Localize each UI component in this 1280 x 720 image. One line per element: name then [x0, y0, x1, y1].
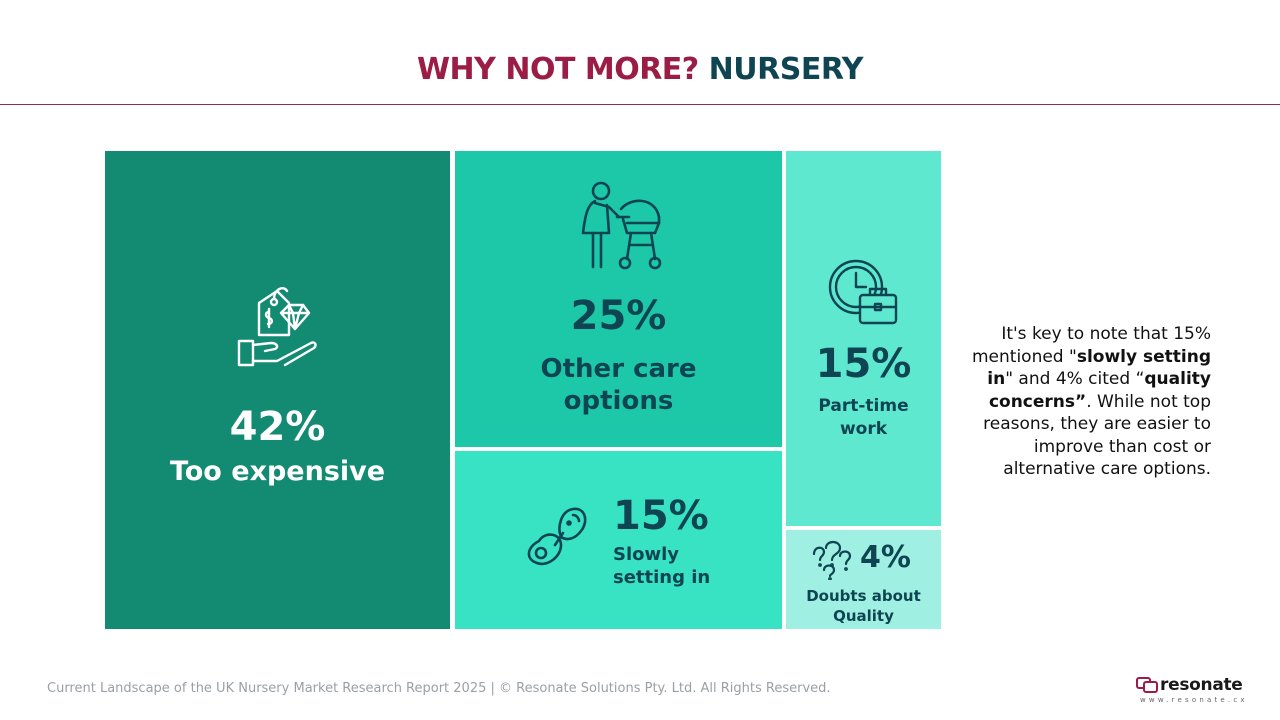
- label-doubts-about-quality: Doubts about Quality: [806, 587, 921, 625]
- value-too-expensive: 42%: [229, 404, 326, 450]
- label-slowly-setting-in: Slowly setting in: [613, 544, 711, 588]
- page-title: WHY NOT MORE? NURSERY: [0, 52, 1280, 87]
- pacifier-icon: [517, 501, 591, 575]
- label-other-care-options: Other care options: [540, 354, 697, 416]
- footer-copyright: Current Landscape of the UK Nursery Mark…: [47, 681, 831, 696]
- value-other-care-options: 25%: [570, 293, 667, 339]
- tile-part-time-work: 15% Part-time work: [786, 151, 941, 526]
- tile-other-care-options: 25% Other care options: [455, 151, 782, 447]
- caregiver-pram-icon: [579, 181, 665, 273]
- tile-doubts-about-quality: 4% Doubts about Quality: [786, 530, 941, 629]
- label-too-expensive: Too expensive: [169, 456, 386, 487]
- question-marks-icon: [810, 540, 854, 580]
- tile-slowly-setting-in: 15% Slowly setting in: [455, 451, 782, 629]
- label-part-time-work: Part-time work: [818, 396, 909, 439]
- value-part-time-work: 15%: [815, 341, 912, 387]
- title-part-nursery: NURSERY: [708, 52, 864, 87]
- logo-wordmark: resonate: [1160, 675, 1243, 695]
- price-tag-diamond-hand-icon: [237, 283, 327, 367]
- logo-url: www.resonate.cx: [1140, 696, 1248, 704]
- value-slowly-setting-in: 15%: [613, 493, 709, 539]
- tile-too-expensive: 42% Too expensive: [105, 151, 450, 629]
- resonate-logo-icon: [1136, 676, 1158, 699]
- value-doubts-about-quality: 4%: [860, 540, 911, 575]
- title-part-why-not-more: WHY NOT MORE?: [416, 52, 699, 87]
- header-divider: [0, 104, 1280, 105]
- clock-briefcase-icon: [828, 259, 900, 325]
- key-note-text: It's key to note that 15% mentioned "slo…: [971, 324, 1211, 479]
